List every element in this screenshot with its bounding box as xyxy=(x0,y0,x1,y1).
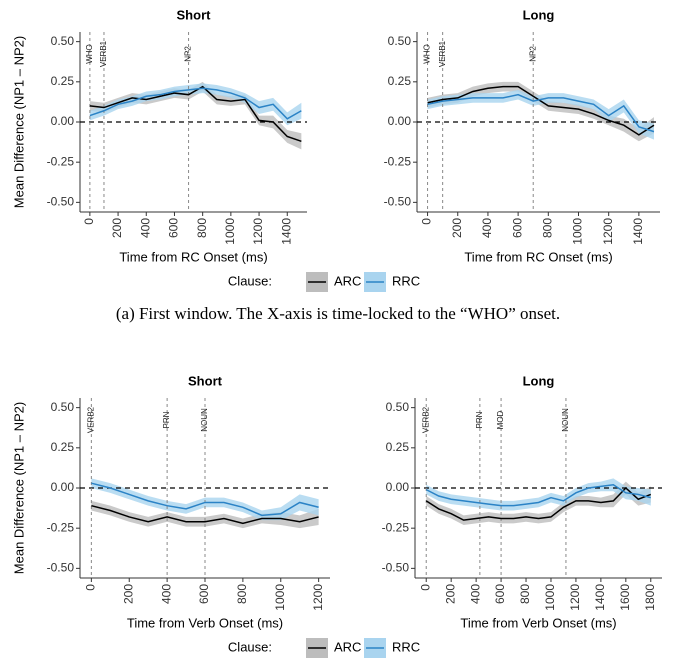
ci-band xyxy=(426,478,651,511)
x-tick-label: 1600 xyxy=(618,584,632,611)
y-tick-label: -0.25 xyxy=(382,520,410,534)
ci-band xyxy=(426,481,651,525)
legend-title: Clause: xyxy=(228,639,272,654)
x-tick-label: 0 xyxy=(84,584,98,591)
onset-label: PRN xyxy=(162,411,171,428)
legend-label: ARC xyxy=(334,273,361,288)
y-tick-label: -0.25 xyxy=(47,520,75,534)
x-tick-label: 400 xyxy=(480,218,494,238)
panel-title: Long xyxy=(523,7,555,22)
ci-band xyxy=(89,83,302,126)
y-tick-label: 0.50 xyxy=(386,400,410,414)
x-axis-label: Time from Verb Onset (ms) xyxy=(460,615,616,630)
x-tick-label: 1000 xyxy=(273,584,287,611)
ci-band xyxy=(427,81,654,142)
y-tick-label: -0.50 xyxy=(47,195,75,209)
x-tick-label: 400 xyxy=(138,218,152,238)
x-tick-label: 1800 xyxy=(643,584,657,611)
x-tick-label: 200 xyxy=(110,218,124,238)
series-line xyxy=(89,87,302,120)
panel-title: Short xyxy=(188,373,223,388)
x-tick-label: 600 xyxy=(167,218,181,238)
panel-title: Long xyxy=(523,373,555,388)
x-tick-label: 0 xyxy=(420,218,434,225)
y-tick-label: 0.25 xyxy=(386,440,410,454)
x-tick-label: 200 xyxy=(121,584,135,604)
x-tick-label: 1400 xyxy=(279,218,293,245)
series-line xyxy=(427,85,655,136)
x-tick-label: 0 xyxy=(418,584,432,591)
x-tick-label: 400 xyxy=(159,584,173,604)
y-tick-label: -0.25 xyxy=(384,154,412,168)
onset-label: VERB1 xyxy=(99,40,108,67)
y-tick-label: -0.50 xyxy=(384,195,412,209)
x-tick-label: 1200 xyxy=(311,584,325,611)
x-tick-label: 600 xyxy=(510,218,524,238)
y-tick-label: 0.00 xyxy=(386,480,410,494)
x-tick-label: 200 xyxy=(450,218,464,238)
x-tick-label: 1000 xyxy=(543,584,557,611)
series-line xyxy=(425,484,651,507)
x-tick-label: 1200 xyxy=(251,218,265,245)
x-tick-label: 600 xyxy=(197,584,211,604)
x-tick-label: 1200 xyxy=(568,584,582,611)
y-tick-label: 0.50 xyxy=(51,400,75,414)
y-tick-label: 0.50 xyxy=(388,34,412,48)
x-axis-label: Time from RC Onset (ms) xyxy=(119,249,267,264)
y-tick-label: 0.25 xyxy=(388,74,412,88)
series-line xyxy=(425,486,652,521)
onset-label: WHO xyxy=(85,44,94,64)
onset-label: WHO xyxy=(423,44,432,64)
y-tick-label: 0.25 xyxy=(51,74,75,88)
x-tick-label: 1400 xyxy=(593,584,607,611)
onset-label: VERB1 xyxy=(438,40,447,67)
y-tick-label: 0.00 xyxy=(51,114,75,128)
onset-label: VERB2 xyxy=(421,406,430,433)
x-axis-label: Time from Verb Onset (ms) xyxy=(127,615,283,630)
x-tick-label: 800 xyxy=(235,584,249,604)
ci-band xyxy=(427,89,654,140)
x-tick-label: 400 xyxy=(468,584,482,604)
onset-label: VERB2 xyxy=(86,406,95,433)
x-tick-label: 0 xyxy=(82,218,96,225)
onset-label: MOD xyxy=(496,410,505,429)
onset-label: NP2 xyxy=(528,46,537,62)
y-tick-label: -0.50 xyxy=(382,561,410,575)
legend-label: RRC xyxy=(392,273,420,288)
y-axis-label: Mean Difference (NP1 – NP2) xyxy=(11,36,26,208)
x-tick-label: 1200 xyxy=(601,218,615,245)
y-tick-label: 0.00 xyxy=(388,114,412,128)
legend-label: RRC xyxy=(392,639,420,654)
legend-label: ARC xyxy=(334,639,361,654)
y-axis-label: Mean Difference (NP1 – NP2) xyxy=(11,402,26,574)
x-tick-label: 800 xyxy=(540,218,554,238)
y-tick-label: -0.50 xyxy=(47,561,75,575)
series-line xyxy=(89,85,302,142)
onset-label: NOUN xyxy=(561,408,570,432)
caption: (a) First window. The X-axis is time-loc… xyxy=(116,304,560,323)
x-tick-label: 1000 xyxy=(571,218,585,245)
x-tick-label: 600 xyxy=(493,584,507,604)
x-tick-label: 800 xyxy=(195,218,209,238)
y-tick-label: -0.25 xyxy=(47,154,75,168)
series-line xyxy=(427,93,655,133)
onset-label: NOUN xyxy=(200,408,209,432)
x-tick-label: 800 xyxy=(518,584,532,604)
legend-title: Clause: xyxy=(228,273,272,288)
y-tick-label: 0.50 xyxy=(51,34,75,48)
series-line xyxy=(91,482,319,517)
x-tick-label: 1000 xyxy=(223,218,237,245)
y-tick-label: 0.25 xyxy=(51,440,75,454)
series-line xyxy=(91,504,319,525)
y-tick-label: 0.00 xyxy=(51,480,75,494)
panel-title: Short xyxy=(177,7,212,22)
x-tick-label: 1400 xyxy=(631,218,645,245)
x-tick-label: 200 xyxy=(443,584,457,604)
onset-label: NP2 xyxy=(184,46,193,62)
x-axis-label: Time from RC Onset (ms) xyxy=(464,249,612,264)
onset-label: PRN xyxy=(475,411,484,428)
ci-band xyxy=(91,478,319,521)
